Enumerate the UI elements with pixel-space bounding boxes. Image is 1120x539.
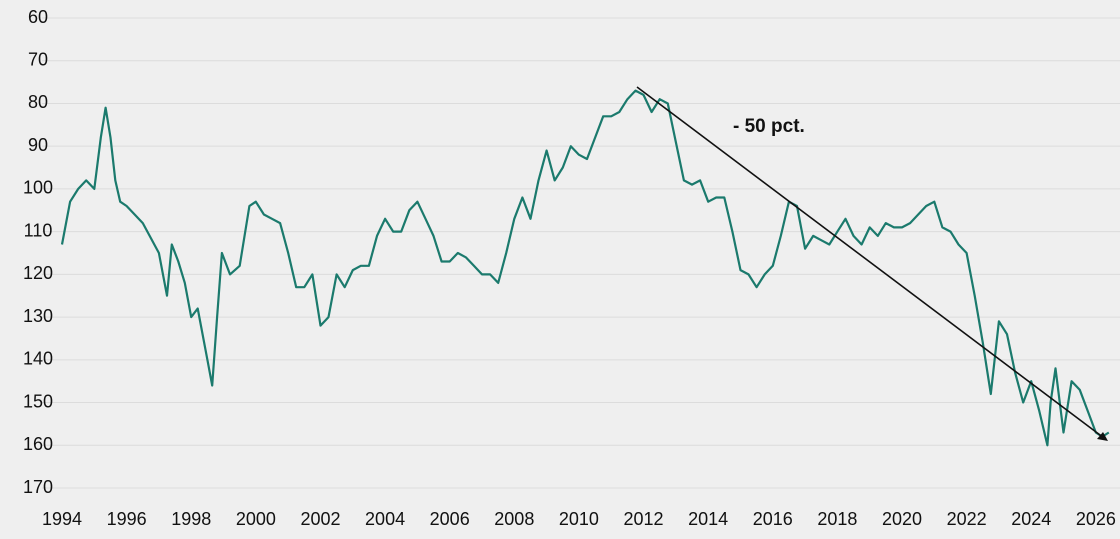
x-tick-label: 2010: [559, 509, 599, 529]
x-tick-label: 2000: [236, 509, 276, 529]
y-tick-label: 140: [23, 349, 53, 369]
x-tick-label: 2008: [494, 509, 534, 529]
x-tick-label: 1994: [42, 509, 82, 529]
x-tick-label: 2016: [753, 509, 793, 529]
y-tick-label: 150: [23, 391, 53, 411]
y-tick-label: 110: [24, 220, 53, 240]
x-tick-label: 2018: [817, 509, 857, 529]
series-line: [60, 89, 1110, 447]
x-tick-label: 2006: [430, 509, 470, 529]
x-tick-label: 2012: [624, 509, 664, 529]
y-tick-label: 170: [23, 477, 53, 497]
x-tick-label: 2002: [300, 509, 340, 529]
x-tick-label: 1998: [171, 509, 211, 529]
y-tick-label: 90: [28, 135, 48, 155]
y-tick-label: 120: [23, 263, 53, 283]
annotation: - 50 pct.: [733, 116, 805, 137]
x-tick-label: 1996: [107, 509, 147, 529]
x-tick-label: 2020: [882, 509, 922, 529]
y-tick-label: 60: [28, 7, 48, 27]
y-tick-label: 130: [23, 306, 53, 326]
x-tick-label: 2014: [688, 509, 728, 529]
y-tick-label: 160: [23, 434, 53, 454]
y-tick-label: 100: [23, 178, 53, 198]
trend-arrow: [636, 86, 1105, 439]
y-tick-label: 70: [28, 49, 48, 69]
x-tick-label: 2024: [1011, 509, 1051, 529]
plot-layer: 60 70 80 90 100 110 120 130 140 150 160 170 1994 1996…: [23, 7, 1120, 529]
x-tick-label: 2026: [1076, 509, 1116, 529]
x-tick-label: 2004: [365, 509, 405, 529]
arrow-head: [1097, 432, 1108, 441]
y-tick-label: 80: [28, 92, 48, 112]
x-tick-label: 2022: [947, 509, 987, 529]
